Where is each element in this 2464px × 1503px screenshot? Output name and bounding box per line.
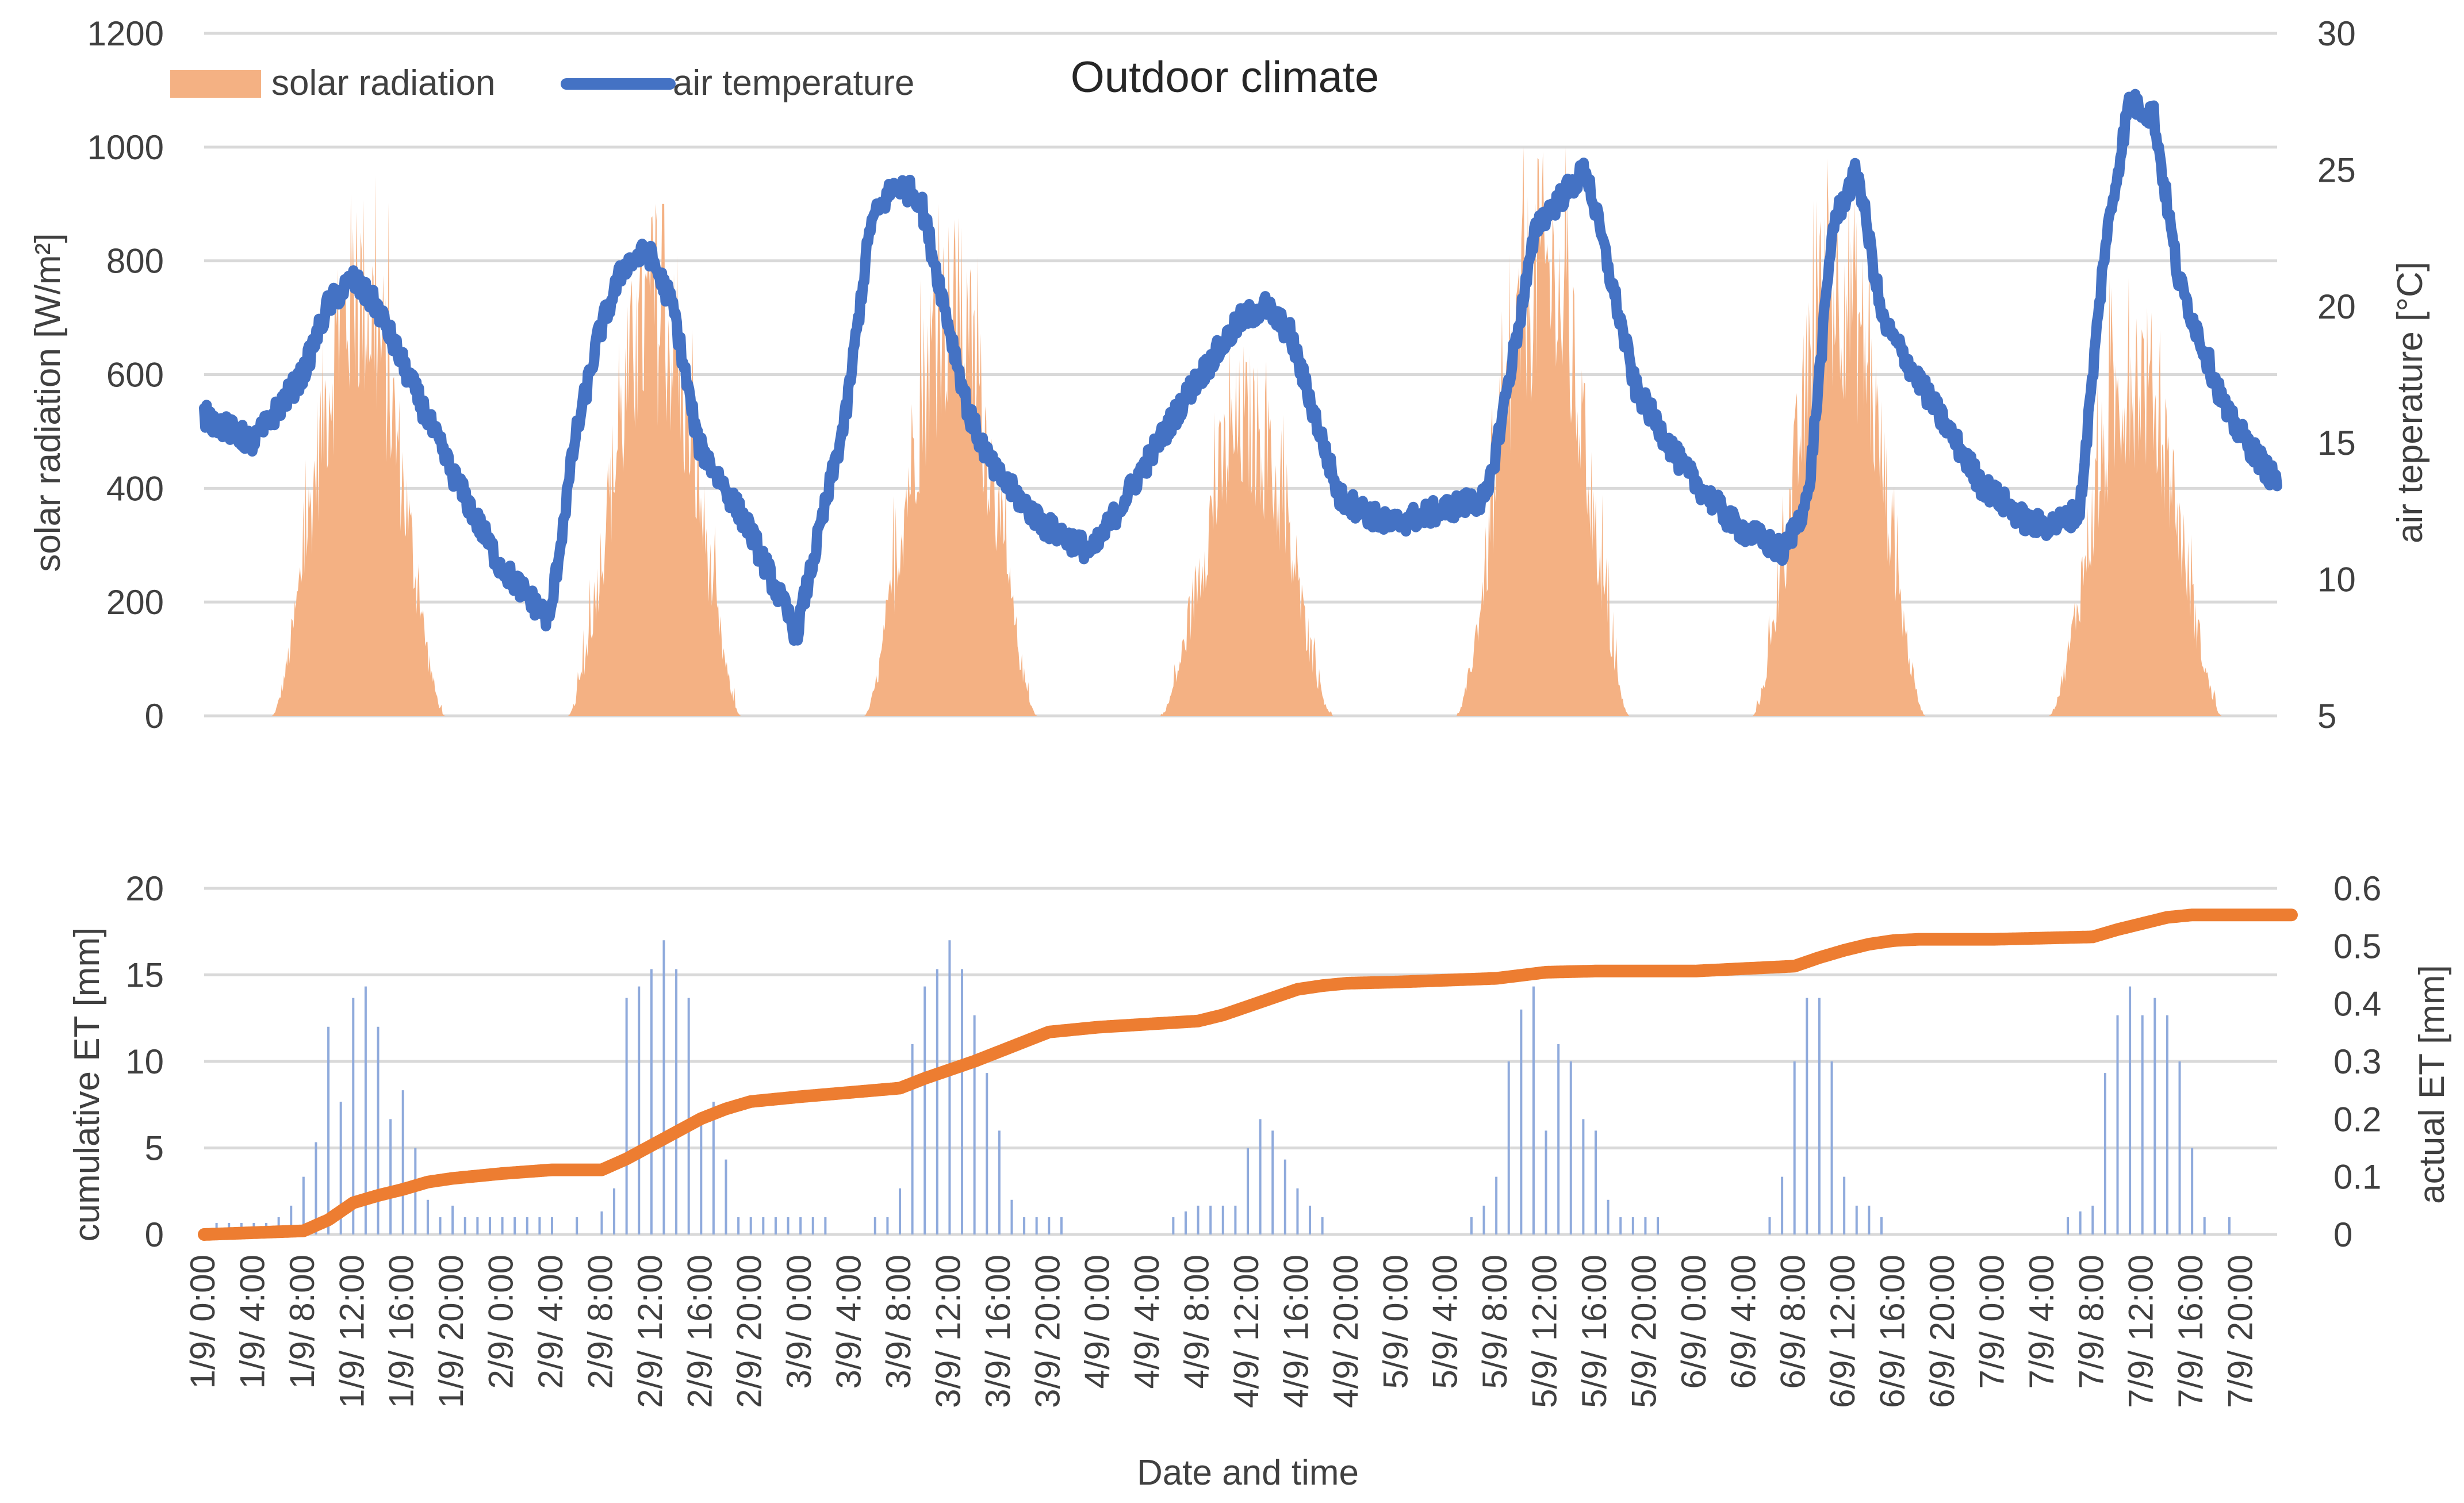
bottom-right-tick-label: 0.6 <box>2333 869 2381 908</box>
x-tick-label: 3/9/ 8:00 <box>879 1255 918 1389</box>
x-tick-label: 2/9/ 8:00 <box>581 1255 619 1389</box>
top-right-axis-label: air teperature [°C] <box>2390 262 2430 543</box>
x-tick-label: 6/9/ 16:00 <box>1873 1255 1912 1408</box>
top-left-tick-label: 0 <box>145 697 164 735</box>
x-tick-label: 4/9/ 12:00 <box>1227 1255 1266 1408</box>
top-right-axis-ticks: 5 10 15 20 25 30 <box>2317 14 2356 735</box>
bottom-right-tick-label: 0.4 <box>2333 985 2381 1023</box>
x-tick-label: 3/9/ 12:00 <box>929 1255 967 1408</box>
top-right-tick-label: 20 <box>2317 287 2356 326</box>
actual-et-bars <box>215 940 2231 1234</box>
x-tick-label: 2/9/ 12:00 <box>631 1255 669 1408</box>
top-right-tick-label: 10 <box>2317 561 2356 599</box>
bottom-right-tick-label: 0.5 <box>2333 927 2381 965</box>
x-tick-label: 3/9/ 20:00 <box>1028 1255 1067 1408</box>
top-left-tick-label: 200 <box>106 583 164 622</box>
solar-radiation-series <box>272 147 2222 716</box>
x-tick-label: 1/9/ 4:00 <box>233 1255 271 1389</box>
x-tick-label: 1/9/ 12:00 <box>332 1255 371 1408</box>
top-right-tick-label: 15 <box>2317 424 2356 462</box>
x-tick-label: 7/9/ 20:00 <box>2221 1255 2260 1408</box>
x-tick-label: 2/9/ 20:00 <box>730 1255 769 1408</box>
bottom-left-tick-label: 0 <box>145 1216 164 1254</box>
x-tick-label: 5/9/ 16:00 <box>1575 1255 1614 1408</box>
x-tick-label: 6/9/ 4:00 <box>1724 1255 1762 1389</box>
top-left-tick-label: 400 <box>106 469 164 508</box>
x-tick-label: 6/9/ 12:00 <box>1823 1255 1862 1408</box>
x-tick-label: 3/9/ 4:00 <box>830 1255 868 1389</box>
top-right-tick-label: 25 <box>2317 151 2356 189</box>
x-tick-label: 4/9/ 16:00 <box>1277 1255 1315 1408</box>
legend-label-air: air temperature <box>673 63 914 103</box>
x-tick-label: 4/9/ 0:00 <box>1078 1255 1117 1389</box>
x-tick-label: 4/9/ 4:00 <box>1128 1255 1166 1389</box>
top-left-axis-ticks: 0 200 400 600 800 1000 1200 <box>87 14 164 735</box>
bottom-left-tick-label: 5 <box>145 1129 164 1168</box>
bottom-left-axis-label: cumulative ET [mm] <box>67 927 107 1242</box>
x-tick-label: 1/9/ 20:00 <box>432 1255 470 1408</box>
x-tick-label: 7/9/ 12:00 <box>2122 1255 2160 1408</box>
bottom-right-tick-label: 0.3 <box>2333 1042 2381 1081</box>
outdoor-climate-chart: 0 200 400 600 800 1000 1200 5 10 15 20 25 30 Outdoo… <box>28 14 2430 735</box>
bottom-right-axis-label: actual ET [mm] <box>2412 965 2452 1204</box>
bottom-right-axis-ticks: 0 0.1 0.2 0.3 0.4 0.5 0.6 <box>2333 869 2381 1254</box>
x-tick-label: 2/9/ 0:00 <box>482 1255 520 1389</box>
bottom-right-tick-label: 0.1 <box>2333 1158 2381 1197</box>
bottom-left-axis-ticks: 0 5 10 15 20 <box>125 869 164 1254</box>
chart-title: Outdoor climate <box>1071 53 1379 102</box>
top-left-axis-label: solar radiation [W/m²] <box>28 233 68 572</box>
legend-label-solar: solar radiation <box>271 63 495 103</box>
x-tick-label: 6/9/ 0:00 <box>1674 1255 1713 1389</box>
x-tick-label: 1/9/ 0:00 <box>183 1255 222 1389</box>
bottom-gridlines <box>204 887 2277 1236</box>
x-tick-label: 4/9/ 20:00 <box>1327 1255 1365 1408</box>
x-tick-label: 4/9/ 8:00 <box>1178 1255 1216 1389</box>
x-tick-label: 5/9/ 4:00 <box>1426 1255 1465 1389</box>
bottom-left-tick-label: 10 <box>125 1042 164 1081</box>
x-tick-label: 1/9/ 8:00 <box>283 1255 321 1389</box>
bottom-left-tick-label: 15 <box>125 956 164 995</box>
x-tick-label: 5/9/ 12:00 <box>1526 1255 1564 1408</box>
x-tick-label: 5/9/ 8:00 <box>1476 1255 1514 1389</box>
cumulative-et-line <box>198 908 2298 1241</box>
bottom-right-tick-label: 0.2 <box>2333 1100 2381 1138</box>
legend-swatch-solar <box>170 70 261 98</box>
x-tick-label: 6/9/ 8:00 <box>1774 1255 1812 1389</box>
top-left-tick-label: 1000 <box>87 128 164 167</box>
top-left-tick-label: 800 <box>106 242 164 281</box>
x-tick-label: 2/9/ 4:00 <box>531 1255 570 1389</box>
top-right-tick-label: 30 <box>2317 14 2356 53</box>
x-tick-label: 7/9/ 16:00 <box>2171 1255 2210 1408</box>
x-tick-label: 5/9/ 20:00 <box>1624 1255 1663 1408</box>
x-tick-label: 3/9/ 0:00 <box>780 1255 818 1389</box>
x-tick-label: 7/9/ 0:00 <box>1972 1255 2011 1389</box>
air-temperature-line <box>199 89 2282 646</box>
top-left-tick-label: 600 <box>106 356 164 394</box>
x-tick-label: 6/9/ 20:00 <box>1923 1255 1961 1408</box>
x-axis-tick-labels: 1/9/ 0:00 1/9/ 4:00 1/9/ 8:00 1/9/ 12:00 1/9… <box>183 1255 2260 1408</box>
x-tick-label: 1/9/ 16:00 <box>382 1255 421 1408</box>
air-temperature-series <box>199 89 2282 646</box>
legend: solar radiation air temperature <box>170 63 914 103</box>
cumulative-et-series <box>198 908 2298 1241</box>
top-left-tick-label: 1200 <box>87 14 164 53</box>
x-tick-label: 5/9/ 0:00 <box>1376 1255 1415 1389</box>
solar-radiation-area <box>272 147 2222 716</box>
bottom-right-tick-label: 0 <box>2333 1216 2352 1254</box>
bottom-left-tick-label: 20 <box>125 869 164 908</box>
x-tick-label: 2/9/ 16:00 <box>680 1255 719 1408</box>
top-right-tick-label: 5 <box>2317 697 2336 735</box>
x-tick-label: 7/9/ 8:00 <box>2072 1255 2110 1389</box>
x-tick-label: 7/9/ 4:00 <box>2022 1255 2061 1389</box>
x-axis-label: Date and time <box>1137 1453 1359 1493</box>
x-tick-label: 3/9/ 16:00 <box>979 1255 1017 1408</box>
